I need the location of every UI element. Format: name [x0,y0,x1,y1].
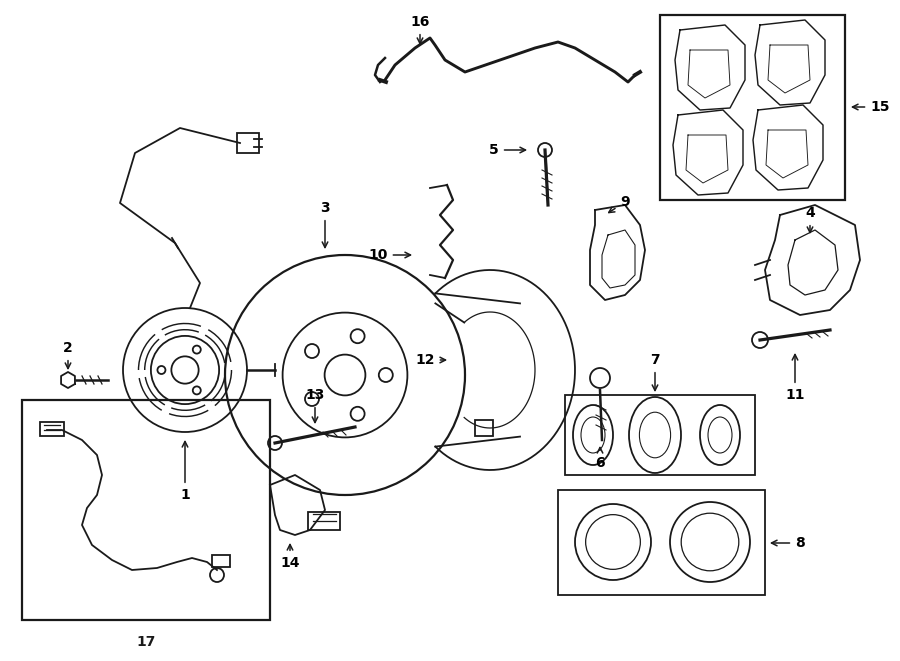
Text: 10: 10 [368,248,410,262]
Text: 4: 4 [806,206,814,233]
Text: 17: 17 [136,635,156,649]
Text: 9: 9 [608,195,630,213]
Text: 3: 3 [320,201,329,247]
Text: 14: 14 [280,545,300,570]
Bar [22,400,270,620]
Text: 2: 2 [63,341,73,369]
Text: 11: 11 [785,354,805,402]
Bar [212,555,230,567]
Text: 6: 6 [595,447,605,470]
Bar [558,490,765,595]
Text: 16: 16 [410,15,429,44]
Text: 12: 12 [415,353,446,367]
Text: 15: 15 [852,100,890,114]
Text: 8: 8 [771,536,805,550]
Text: 7: 7 [650,353,660,391]
Bar [475,420,493,436]
Text: 13: 13 [305,388,325,422]
Text: 1: 1 [180,442,190,502]
Bar [308,512,340,530]
Bar [565,395,755,475]
Text: 5: 5 [489,143,526,157]
Bar [40,422,64,436]
Bar [660,15,845,200]
Bar [237,133,259,153]
